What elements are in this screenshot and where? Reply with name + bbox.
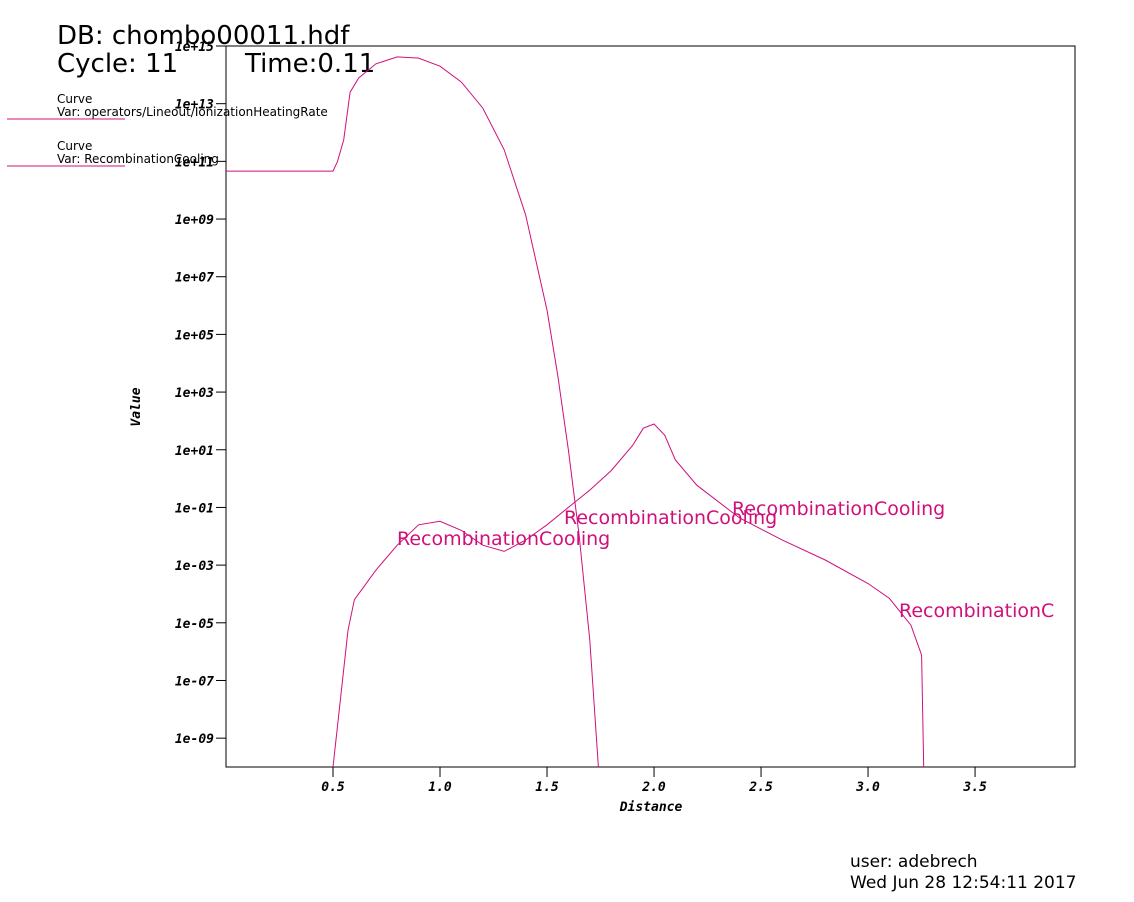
cycle: Cycle: 11 bbox=[57, 49, 178, 79]
x-tick-label: 3.5 bbox=[962, 780, 987, 795]
curve bbox=[332, 423, 925, 768]
date: Wed Jun 28 12:54:11 2017 bbox=[850, 873, 1077, 893]
y-tick-label: 1e+11 bbox=[175, 155, 214, 170]
x-tick-label: 2.5 bbox=[748, 780, 773, 795]
y-tick-label: 1e-07 bbox=[175, 674, 214, 689]
y-tick-label: 1e-05 bbox=[175, 617, 214, 632]
y-tick-label: 1e+07 bbox=[175, 271, 214, 286]
legend-title: Curve bbox=[57, 92, 92, 106]
y-tick-label: 1e+09 bbox=[175, 213, 214, 228]
y-tick-label: 1e+05 bbox=[175, 328, 214, 343]
y-tick-label: 1e-03 bbox=[175, 559, 214, 574]
x-axis-label: Distance bbox=[619, 800, 683, 815]
annotation: RecombinationC bbox=[899, 600, 1054, 622]
y-tick-label: 1e+15 bbox=[175, 40, 214, 55]
annotation: RecombinationCooling bbox=[397, 528, 610, 550]
x-tick-label: 0.5 bbox=[321, 780, 345, 795]
x-tick-label: 1.0 bbox=[428, 780, 452, 795]
time: Time:0.11 bbox=[244, 49, 375, 79]
y-axis-label: Value bbox=[129, 387, 144, 426]
y-tick-label: 1e-01 bbox=[175, 501, 214, 516]
y-tick-label: 1e+13 bbox=[175, 98, 214, 113]
y-tick-label: 1e+03 bbox=[175, 386, 214, 401]
y-tick-label: 1e-09 bbox=[175, 732, 214, 747]
legend-label: Var: operators/Lineout/IonizationHeating… bbox=[57, 105, 328, 119]
annotation: RecombinationCooling bbox=[564, 507, 777, 529]
user: user: adebrech bbox=[850, 852, 978, 872]
plot-frame bbox=[225, 45, 1076, 768]
y-tick-label: 1e+01 bbox=[175, 444, 214, 459]
x-tick-label: 2.0 bbox=[641, 780, 666, 795]
curve bbox=[226, 56, 599, 768]
x-tick-label: 1.5 bbox=[535, 780, 559, 795]
legend-title: Curve bbox=[57, 139, 92, 153]
legend-label: Var: RecombinationCooling bbox=[57, 152, 219, 166]
annotation: RecombinationCooling bbox=[732, 498, 945, 520]
x-tick-label: 3.0 bbox=[855, 780, 880, 795]
